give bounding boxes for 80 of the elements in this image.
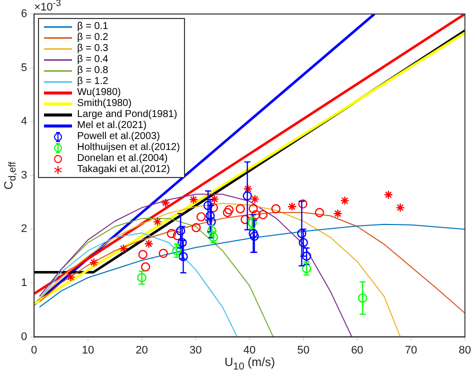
legend-label: β = 1.2 [77, 76, 108, 87]
point [192, 222, 201, 232]
legend-label: Wu(1980) [77, 87, 121, 98]
point [210, 194, 220, 204]
point [298, 238, 308, 248]
x-tick-label: 50 [297, 344, 310, 356]
point [178, 252, 188, 262]
point [358, 293, 368, 303]
point [298, 199, 308, 209]
y-tick-label: 0 [20, 330, 28, 343]
point [137, 273, 146, 282]
point [172, 231, 182, 240]
legend-label: Large and Pond(1981) [77, 109, 178, 120]
point [396, 203, 405, 212]
point [240, 214, 250, 224]
point [287, 202, 297, 212]
point [206, 217, 216, 226]
legend-label: Powell et al.(2003) [77, 131, 160, 142]
x-tick-label: 60 [351, 344, 364, 356]
x-tick-label: 40 [243, 344, 256, 356]
x-tick-label: 70 [404, 344, 418, 356]
point [196, 212, 206, 222]
legend-label: β = 0.3 [77, 43, 108, 54]
point [140, 262, 150, 272]
point [118, 244, 128, 254]
point [224, 205, 234, 214]
legend-label: Takagaki et al.(2012) [77, 164, 170, 175]
point [178, 238, 187, 248]
point [251, 210, 261, 220]
legend-label: β = 0.2 [77, 32, 108, 43]
legend-label: Mel et al.(2021) [77, 120, 147, 131]
point [206, 211, 215, 220]
point [152, 217, 162, 226]
point [160, 198, 170, 208]
x-tick-label: 80 [458, 344, 472, 356]
y-tick-label: 1 [20, 277, 28, 290]
point [166, 228, 176, 238]
legend-label: β = 0.4 [77, 54, 108, 65]
point [222, 208, 232, 218]
y-tick-label: 5 [20, 62, 28, 74]
point [302, 252, 312, 261]
y-tick-label: 4 [20, 116, 28, 128]
point [333, 209, 342, 218]
point [203, 200, 213, 210]
point [138, 250, 148, 260]
point [242, 191, 252, 200]
legend-label: Smith(1980) [77, 98, 132, 109]
legend-label: β = 0.8 [77, 65, 108, 76]
y-tick-label: 2 [20, 223, 28, 236]
legend-label: β = 0.1 [77, 21, 108, 32]
x-tick-label: 0 [31, 344, 38, 356]
point [248, 228, 258, 238]
x-axis-title: U$_{10}$ (m/s) [224, 354, 275, 372]
point [172, 246, 182, 256]
point [297, 228, 306, 238]
legend-label: Donelan et al.(2004) [77, 153, 168, 164]
y-tick-label: 6 [20, 8, 28, 20]
point [188, 195, 198, 204]
point [250, 194, 260, 204]
point [271, 204, 280, 214]
point [384, 190, 394, 200]
point [158, 248, 168, 258]
point [243, 184, 252, 194]
point [236, 204, 245, 214]
point [340, 196, 350, 206]
point [176, 226, 186, 236]
point [258, 210, 268, 220]
point [208, 203, 218, 212]
point [302, 264, 312, 274]
point [314, 208, 324, 218]
point [66, 272, 76, 282]
legend-label: Holthuijsen et al.(2012) [77, 142, 180, 153]
point [250, 232, 259, 241]
point [144, 239, 154, 248]
point [89, 258, 98, 268]
x-tick-label: 10 [82, 344, 94, 356]
x-tick-label: 20 [136, 344, 148, 356]
point [248, 204, 258, 214]
y-tick-label: 3 [20, 169, 28, 182]
x-tick-label: 30 [190, 344, 202, 356]
